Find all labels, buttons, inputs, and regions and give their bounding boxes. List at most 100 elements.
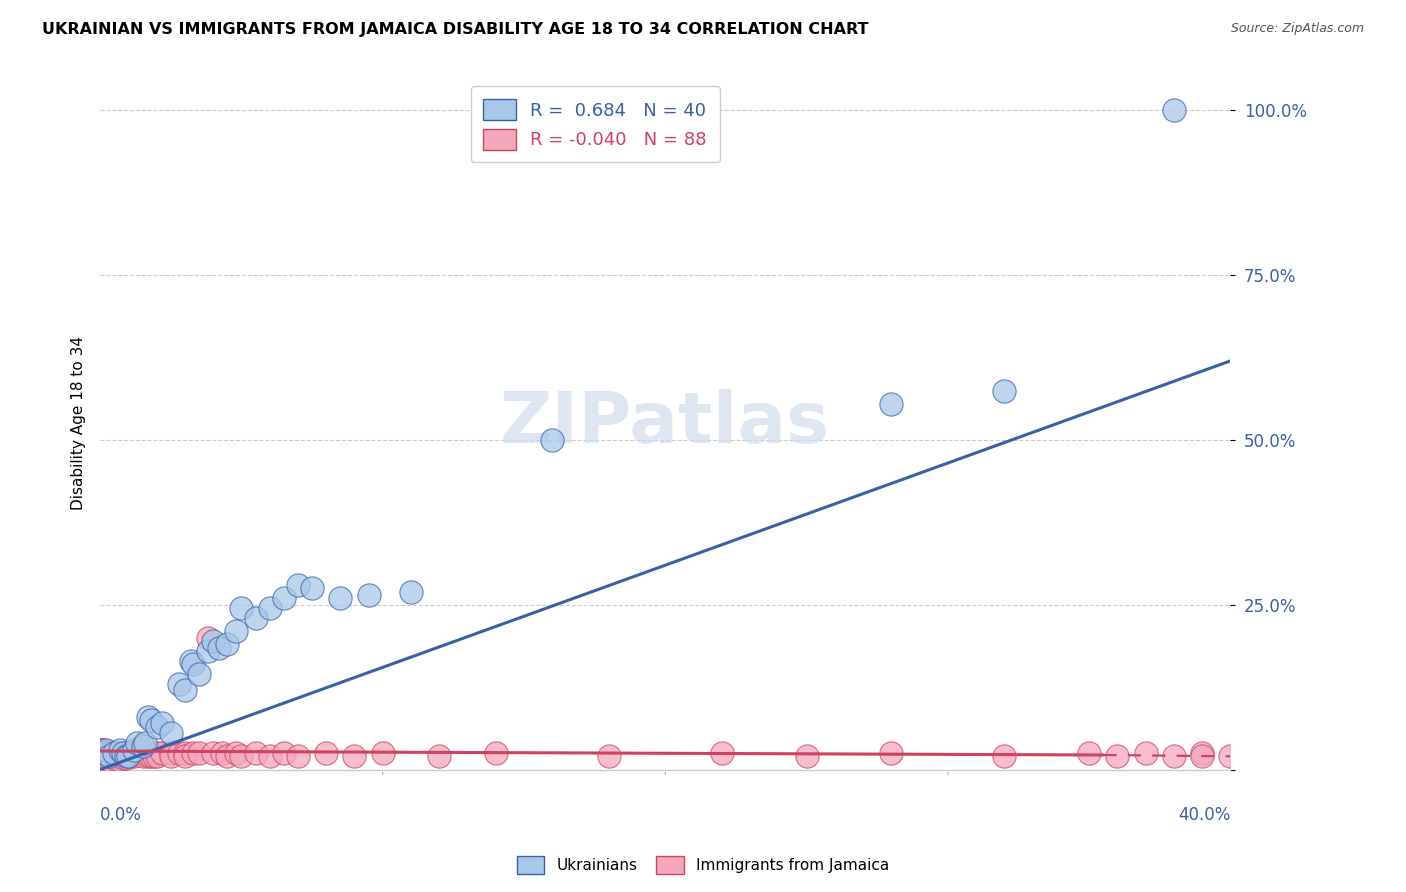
Point [357,588,380,602]
Point [97,746,120,760]
Point [183,746,205,760]
Point [97,749,120,764]
Point [217,637,239,651]
Point [139,713,162,727]
Point [105,753,128,767]
Point [259,601,281,615]
Point [273,591,295,606]
Point [231,749,253,764]
Point [97,753,120,767]
Point [541,433,564,447]
Point [89,743,111,757]
Point [145,749,167,764]
Point [89,747,111,762]
Legend: R =  0.684   N = 40, R = -0.040   N = 88: R = 0.684 N = 40, R = -0.040 N = 88 [471,87,720,162]
Point [94,746,117,760]
Point [197,644,219,658]
Point [103,746,125,760]
Point [103,749,125,764]
Point [114,750,136,764]
Point [343,749,366,764]
Point [117,746,139,760]
Point [150,716,173,731]
Text: UKRAINIAN VS IMMIGRANTS FROM JAMAICA DISABILITY AGE 18 TO 34 CORRELATION CHART: UKRAINIAN VS IMMIGRANTS FROM JAMAICA DIS… [42,22,869,37]
Point [125,736,148,750]
Point [94,749,117,764]
Point [598,749,620,764]
Point [159,746,181,760]
Point [122,749,145,764]
Point [1107,749,1129,764]
Point [111,746,134,760]
Point [188,746,211,760]
Point [103,749,125,764]
Point [371,746,394,760]
Point [108,749,131,764]
Point [245,611,267,625]
Point [114,749,136,764]
Point [97,749,120,764]
Point [100,746,122,760]
Legend: Ukrainians, Immigrants from Jamaica: Ukrainians, Immigrants from Jamaica [510,850,896,880]
Text: 40.0%: 40.0% [1178,805,1230,823]
Point [174,749,197,764]
Point [202,634,225,648]
Point [136,749,159,764]
Point [180,654,202,668]
Point [167,746,190,760]
Point [105,746,128,760]
Point [301,581,323,595]
Point [208,640,231,655]
Point [1135,746,1157,760]
Point [710,746,733,760]
Point [111,749,134,764]
Point [1163,749,1185,764]
Point [117,749,139,764]
Point [91,753,114,767]
Point [131,739,153,754]
Point [94,753,117,767]
Point [183,657,205,671]
Point [225,624,247,639]
Point [89,743,111,757]
Point [103,746,125,760]
Point [114,746,136,760]
Point [174,746,197,760]
Point [91,746,114,760]
Point [273,746,295,760]
Point [131,749,153,764]
Point [89,750,111,764]
Point [287,578,309,592]
Point [159,726,181,740]
Point [136,710,159,724]
Point [142,749,165,764]
Point [993,749,1015,764]
Point [159,749,181,764]
Point [145,746,167,760]
Point [1078,746,1101,760]
Point [111,750,134,764]
Point [1163,103,1185,118]
Point [100,749,122,764]
Text: Source: ZipAtlas.com: Source: ZipAtlas.com [1230,22,1364,36]
Point [211,746,233,760]
Point [122,743,145,757]
Point [91,746,114,760]
Point [100,749,122,764]
Point [259,749,281,764]
Point [315,746,337,760]
Point [91,743,114,757]
Point [139,749,162,764]
Point [399,584,422,599]
Point [880,397,903,411]
Point [111,746,134,760]
Point [91,743,114,757]
Point [485,746,508,760]
Point [108,753,131,767]
Y-axis label: Disability Age 18 to 34: Disability Age 18 to 34 [72,336,86,510]
Point [108,743,131,757]
Point [1191,749,1213,764]
Point [89,755,111,769]
Point [117,749,139,764]
Point [167,677,190,691]
